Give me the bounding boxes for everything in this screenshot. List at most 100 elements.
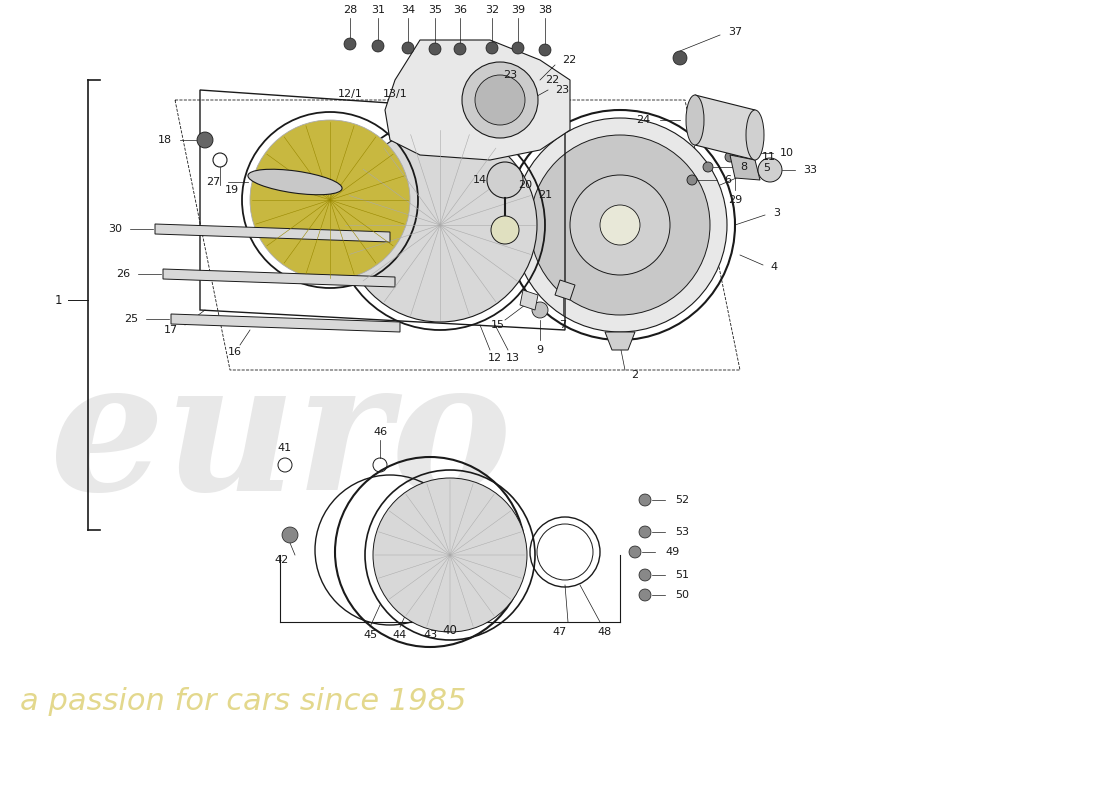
Circle shape <box>530 135 710 315</box>
Text: 30: 30 <box>108 224 122 234</box>
Text: 33: 33 <box>803 165 817 175</box>
Circle shape <box>282 527 298 543</box>
Circle shape <box>539 44 551 56</box>
Text: 13/1: 13/1 <box>383 89 407 99</box>
Circle shape <box>742 148 754 158</box>
Text: 13: 13 <box>506 353 520 363</box>
Polygon shape <box>520 290 538 310</box>
Text: 36: 36 <box>453 5 468 15</box>
Text: 43: 43 <box>422 630 437 640</box>
Text: 5: 5 <box>763 163 770 173</box>
Circle shape <box>487 162 522 198</box>
Circle shape <box>462 62 538 138</box>
Circle shape <box>703 162 713 172</box>
Text: 38: 38 <box>538 5 552 15</box>
Circle shape <box>429 43 441 55</box>
Text: 31: 31 <box>371 5 385 15</box>
Polygon shape <box>385 40 570 160</box>
Text: 1: 1 <box>54 294 62 306</box>
Text: 25: 25 <box>124 314 138 324</box>
Polygon shape <box>605 332 635 350</box>
Circle shape <box>532 302 548 318</box>
Text: 47: 47 <box>553 627 568 637</box>
Circle shape <box>486 42 498 54</box>
Text: 6: 6 <box>724 175 732 185</box>
Circle shape <box>344 38 356 50</box>
Circle shape <box>758 158 782 182</box>
Text: 16: 16 <box>228 347 242 357</box>
Text: 48: 48 <box>598 627 612 637</box>
Text: 14: 14 <box>473 175 487 185</box>
Circle shape <box>250 120 410 280</box>
Text: 17: 17 <box>164 325 178 335</box>
Text: 9: 9 <box>537 345 543 355</box>
Circle shape <box>600 205 640 245</box>
Text: 45: 45 <box>363 630 377 640</box>
Text: 22: 22 <box>562 55 576 65</box>
Text: 28: 28 <box>343 5 358 15</box>
Text: 12/1: 12/1 <box>338 89 362 99</box>
Text: 19: 19 <box>224 185 239 195</box>
Circle shape <box>639 589 651 601</box>
Ellipse shape <box>248 170 342 194</box>
Text: 21: 21 <box>538 190 552 200</box>
Text: 49: 49 <box>666 547 680 557</box>
Text: 7: 7 <box>560 320 566 330</box>
Polygon shape <box>730 155 760 180</box>
Polygon shape <box>556 280 575 300</box>
Text: 3: 3 <box>773 208 780 218</box>
Text: 22: 22 <box>544 75 559 85</box>
Circle shape <box>454 43 466 55</box>
Text: 12: 12 <box>488 353 502 363</box>
Text: 51: 51 <box>675 570 689 580</box>
Text: a passion for cars since 1985: a passion for cars since 1985 <box>20 687 466 716</box>
Text: 39: 39 <box>510 5 525 15</box>
Text: 24: 24 <box>636 115 650 125</box>
Text: 50: 50 <box>675 590 689 600</box>
Circle shape <box>673 51 688 65</box>
Circle shape <box>197 132 213 148</box>
Text: 8: 8 <box>740 162 747 172</box>
Text: euro: euro <box>50 352 512 529</box>
Text: 53: 53 <box>675 527 689 537</box>
Text: 20: 20 <box>518 180 532 190</box>
Text: 37: 37 <box>728 27 743 37</box>
Ellipse shape <box>746 110 764 160</box>
Circle shape <box>688 175 697 185</box>
Text: 41: 41 <box>278 443 293 453</box>
Text: 44: 44 <box>393 630 407 640</box>
Circle shape <box>570 175 670 275</box>
Text: 26: 26 <box>116 269 130 279</box>
Circle shape <box>512 42 524 54</box>
Text: 15: 15 <box>491 320 505 330</box>
Text: 42: 42 <box>275 555 289 565</box>
Text: 11: 11 <box>762 152 776 162</box>
Circle shape <box>513 118 727 332</box>
Circle shape <box>343 128 537 322</box>
Polygon shape <box>170 314 400 332</box>
Text: 40: 40 <box>442 623 458 637</box>
Polygon shape <box>163 269 395 287</box>
Ellipse shape <box>686 95 704 145</box>
Circle shape <box>491 216 519 244</box>
Polygon shape <box>695 95 755 160</box>
Text: 2: 2 <box>631 370 639 380</box>
Text: 27: 27 <box>206 177 220 187</box>
Circle shape <box>629 546 641 558</box>
Circle shape <box>639 569 651 581</box>
Text: 34: 34 <box>400 5 415 15</box>
Circle shape <box>372 40 384 52</box>
Text: 18: 18 <box>158 135 172 145</box>
Text: 23: 23 <box>503 70 517 80</box>
Circle shape <box>639 494 651 506</box>
Circle shape <box>402 42 414 54</box>
Text: 23: 23 <box>556 85 569 95</box>
Circle shape <box>373 478 527 632</box>
Text: 32: 32 <box>485 5 499 15</box>
Text: 52: 52 <box>675 495 689 505</box>
Circle shape <box>725 152 735 162</box>
Text: 4: 4 <box>770 262 777 272</box>
Polygon shape <box>155 224 390 242</box>
Circle shape <box>475 75 525 125</box>
Text: 29: 29 <box>728 195 743 205</box>
